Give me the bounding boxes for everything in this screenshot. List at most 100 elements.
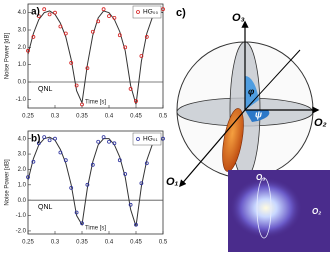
axis-label: O₃ [232,12,245,24]
data-point [134,99,138,103]
data-point [26,175,30,180]
x-tick-label: 0.3 [51,114,60,120]
x-tick-label: 0.5 [159,240,168,246]
data-point [85,182,90,187]
inset-axis-label: O₂ [312,207,321,216]
data-point [53,136,57,141]
y-tick-label: 0.0 [18,80,27,86]
y-tick-label: -2.0 [16,229,27,235]
x-tick-label: 0.35 [76,240,88,246]
y-tick-label: 1.0 [18,62,27,68]
data-point [112,141,117,146]
data-point [74,210,79,215]
y-tick-label: 2.0 [18,167,27,173]
data-point [117,33,122,38]
y-tick-label: 1.0 [18,182,27,188]
data-point [80,221,84,226]
y-axis-label: Noise Power [dB] [5,159,11,206]
beam-outline [256,177,272,239]
data-point [31,35,36,39]
data-point [36,14,41,19]
x-tick-label: 0.45 [130,114,142,120]
data-point [96,139,101,144]
x-tick-label: 0.4 [105,240,114,246]
data-point [69,185,74,190]
x-axis-label: Time [s] [85,100,106,106]
data-point [42,7,47,12]
data-point [42,135,47,140]
data-point [144,35,149,39]
data-point [90,29,95,34]
sphere-diagram: c) O₃ O₂ O₁ φ ψ O₃ O₂ [166,7,330,252]
data-point [96,19,101,24]
y-tick-label: -1.0 [16,97,27,103]
data-point [123,172,128,176]
data-point [69,61,74,65]
plot-frame [27,3,164,109]
panel-label: a) [31,7,40,18]
data-point [31,159,36,164]
data-point [139,54,144,58]
data-point [144,161,149,166]
data-point [134,222,138,227]
y-tick-label: 4.0 [18,10,27,16]
x-tick-label: 0.4 [105,114,114,120]
data-point [139,181,144,186]
inset-axis-label: O₃ [256,173,265,182]
data-point [90,162,95,167]
axis-label: O₂ [314,117,327,129]
x-tick-label: 0.25 [22,240,34,246]
data-point [47,12,52,17]
legend-label: HG₀₀ [143,9,158,16]
data-point [161,7,165,12]
reference-label: QNL [38,86,53,93]
x-tick-label: 0.45 [130,240,142,246]
beam-glow [230,178,302,238]
data-point [63,158,68,163]
data-point [123,45,128,50]
data-point [47,138,52,143]
x-tick-label: 0.35 [76,114,88,120]
data-point [53,10,57,15]
y-tick-label: 4.0 [18,136,27,142]
x-tick-label: 0.25 [22,114,34,120]
legend-marker [136,10,140,14]
data-point [80,102,84,107]
data-point [128,202,133,207]
inset: O₃ O₂ [228,170,330,252]
data-point [161,136,165,141]
legend-box [132,5,162,19]
axis-label: O₁ [166,176,179,188]
data-point [26,48,30,53]
squeezed-state [222,108,244,172]
data-point [128,87,133,91]
y-tick-label: 0.0 [18,198,27,204]
fit-line [27,136,164,227]
data-point [117,158,122,163]
legend-box [132,132,162,146]
reference-label: QNL [38,204,53,211]
data-point [107,139,111,144]
data-point [58,24,63,29]
axis-1 [179,109,246,188]
y-tick-label: -1.0 [16,213,27,219]
x-tick-label: 0.3 [51,240,60,246]
x-tick-label: 0.5 [159,114,168,120]
panel-label: b) [31,134,40,145]
y-axis-label: Noise Power [dB] [5,32,11,79]
data-point [85,66,90,71]
angle-label: φ [248,86,255,96]
legend-marker [136,137,140,141]
data-point [101,135,106,140]
fit-line [27,10,164,105]
polarization-axis [244,49,301,111]
data-point [74,83,79,88]
y-tick-label: 2.0 [18,45,27,51]
data-point [36,141,41,146]
x-axis-label: Time [s] [85,226,106,232]
legend-label: HG₀₁ [143,136,158,143]
data-point [101,7,106,12]
panel-label: c) [176,7,186,19]
